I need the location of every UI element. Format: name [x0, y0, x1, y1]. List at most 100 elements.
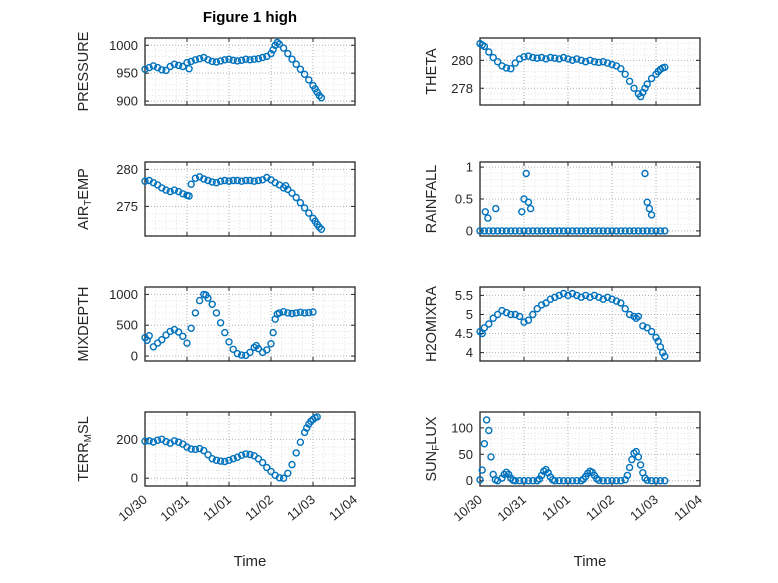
data-point-marker — [288, 55, 296, 63]
data-point-marker — [487, 453, 495, 461]
y-tick-label: 50 — [459, 447, 473, 462]
y-tick-labels: 00.51 — [455, 160, 473, 239]
data-point-marker — [643, 198, 651, 206]
data-point-marker — [267, 467, 275, 476]
data-point-marker — [511, 59, 519, 67]
data-point-marker — [246, 176, 254, 185]
data-point-marker — [317, 225, 326, 234]
data-point-marker — [292, 193, 300, 202]
data-point-marker — [533, 227, 541, 235]
data-point-marker — [555, 55, 563, 63]
data-point-marker — [482, 416, 491, 424]
data-point-marker — [485, 227, 493, 235]
data-point-marker — [233, 453, 242, 461]
data-point-marker — [564, 227, 572, 235]
data-points — [476, 39, 669, 101]
data-point-marker — [559, 227, 568, 235]
data-point-marker — [639, 227, 647, 235]
data-points — [141, 38, 326, 102]
data-point-marker — [507, 64, 515, 73]
data-point-marker — [162, 66, 170, 75]
data-point-marker — [208, 178, 216, 186]
data-point-marker — [179, 190, 187, 198]
x-tick-label: 10/31 — [494, 492, 529, 524]
data-point-marker — [174, 328, 183, 336]
data-point-marker — [187, 445, 195, 453]
data-point-marker — [661, 227, 669, 235]
y-tick-label: 0 — [131, 349, 138, 364]
y-tick-label: 275 — [116, 199, 138, 214]
data-point-marker — [242, 55, 250, 63]
data-point-marker — [489, 314, 497, 322]
data-point-marker — [292, 449, 300, 457]
y-axis-label: AIRTEMP — [76, 168, 94, 230]
data-point-marker — [555, 477, 563, 485]
data-point-marker — [305, 308, 313, 317]
data-point-marker — [546, 53, 555, 62]
data-point-marker — [300, 204, 309, 212]
data-point-marker — [229, 176, 237, 185]
data-point-marker — [634, 227, 643, 235]
data-point-marker — [250, 55, 258, 63]
data-point-marker — [174, 438, 183, 446]
y-tick-label: 4 — [466, 345, 473, 360]
data-point-marker — [288, 309, 296, 318]
data-point-marker — [279, 308, 288, 316]
data-point-marker — [493, 227, 502, 235]
data-point-marker — [187, 324, 195, 332]
data-point-marker — [480, 440, 489, 448]
data-point-marker — [652, 333, 660, 342]
x-tick-label: 11/04 — [326, 492, 360, 524]
axes-box — [144, 161, 356, 237]
data-point-marker — [204, 56, 212, 64]
data-point-marker — [537, 53, 546, 62]
y-tick-label: 1 — [466, 160, 473, 175]
data-point-marker — [661, 63, 669, 72]
data-point-marker — [617, 64, 625, 73]
data-point-marker — [288, 189, 296, 197]
data-point-marker — [568, 289, 577, 298]
data-point-marker — [515, 312, 524, 321]
data-point-marker — [493, 310, 502, 319]
data-point-marker — [212, 178, 221, 187]
data-point-marker — [258, 458, 267, 467]
data-point-marker — [204, 176, 212, 185]
data-point-marker — [612, 227, 621, 235]
data-point-marker — [518, 208, 526, 216]
data-point-marker — [191, 445, 200, 454]
data-point-marker — [603, 477, 612, 485]
data-point-marker — [568, 227, 577, 235]
data-point-marker — [162, 437, 170, 446]
y-tick-label: 5 — [466, 307, 473, 322]
data-point-marker — [282, 181, 290, 190]
data-point-marker — [535, 475, 544, 483]
data-point-marker — [628, 455, 636, 464]
subplot-theta: 278 280 THETA — [424, 37, 701, 106]
data-point-marker — [502, 64, 511, 72]
data-point-marker — [568, 477, 577, 485]
data-point-marker — [542, 299, 550, 307]
data-point-marker — [284, 469, 292, 477]
data-point-marker — [511, 310, 519, 319]
y-axis-label: THETA — [424, 48, 440, 95]
data-point-marker — [529, 310, 537, 319]
data-point-marker — [221, 176, 229, 185]
data-point-marker — [158, 336, 166, 344]
y-tick-label: 100 — [451, 420, 473, 435]
y-tick-labels: 4 4.5 5 5.5 — [455, 288, 473, 360]
data-point-marker — [296, 198, 305, 207]
data-point-marker — [279, 474, 288, 482]
data-point-marker — [590, 227, 599, 235]
data-point-marker — [524, 477, 533, 485]
data-point-marker — [242, 176, 250, 185]
data-point-marker — [559, 477, 568, 485]
y-axis-label: TERRMSL — [76, 416, 94, 482]
x-tick-label: 10/30 — [450, 492, 485, 524]
data-point-marker — [647, 211, 656, 219]
axes-box — [144, 37, 356, 106]
data-point-marker — [643, 80, 651, 88]
data-point-marker — [275, 40, 284, 48]
data-point-marker — [599, 477, 607, 485]
data-point-marker — [179, 62, 187, 71]
